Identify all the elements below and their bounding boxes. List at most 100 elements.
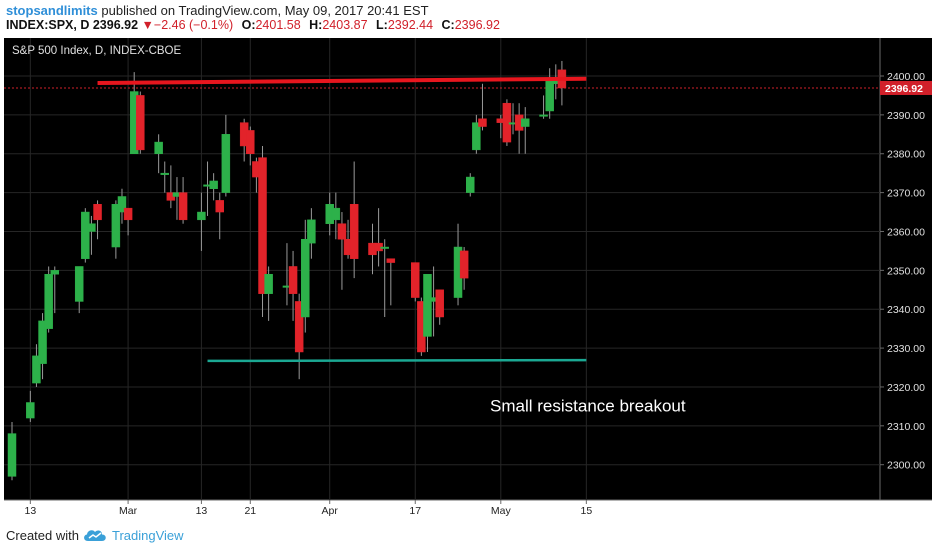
candle-body <box>221 134 231 193</box>
last-price-tag <box>880 80 932 95</box>
candle <box>197 192 206 251</box>
candle <box>117 188 127 224</box>
candle-body <box>26 402 35 419</box>
candle-body <box>246 130 255 154</box>
low-label: L: <box>376 18 388 32</box>
candle <box>423 273 432 352</box>
candle-body <box>209 180 218 189</box>
candle <box>337 212 347 290</box>
candle-body <box>81 211 90 259</box>
candle-body <box>435 289 444 318</box>
candle-body <box>423 273 432 337</box>
candle-body <box>178 192 188 221</box>
x-tick-label: May <box>491 505 512 517</box>
candle <box>32 344 41 387</box>
candle <box>215 192 224 240</box>
x-tick-label: Mar <box>119 505 138 517</box>
candle-body <box>539 114 548 117</box>
candle-body <box>411 262 420 298</box>
annotation-text: Small resistance breakout <box>490 396 686 415</box>
candle <box>411 262 420 302</box>
open-value: 2401.58 <box>255 18 301 32</box>
candle <box>294 293 304 380</box>
candle <box>74 266 84 314</box>
symbol-label: INDEX:SPX, D <box>6 18 90 32</box>
candle <box>136 91 145 154</box>
candle <box>459 247 469 290</box>
candle-body <box>32 355 41 384</box>
x-tick-label: Apr <box>322 505 339 517</box>
candle <box>93 200 102 240</box>
candle <box>154 134 163 174</box>
candle <box>44 266 53 333</box>
candle-body <box>258 157 267 294</box>
candle <box>209 173 218 201</box>
candle-body <box>44 273 53 329</box>
candle-body <box>301 239 310 318</box>
candle-body <box>136 95 145 151</box>
y-tick-label: 2360.00 <box>887 226 925 238</box>
candle <box>539 95 548 119</box>
chart-area[interactable]: 2300.00 2310.00 2320.00 2330.00 2340.00 2350.… <box>0 34 932 520</box>
y-tick-label: 2370.00 <box>887 188 925 200</box>
high-value: 2403.87 <box>322 18 368 32</box>
x-tick-label: 21 <box>244 505 256 517</box>
author-link[interactable]: stopsandlimits <box>6 3 98 18</box>
candle-body <box>154 141 163 154</box>
created-with-label: Created with <box>6 528 79 543</box>
candle-body <box>93 204 102 221</box>
candle <box>301 219 310 333</box>
candle <box>38 313 47 380</box>
tradingview-cloud-icon <box>84 530 106 541</box>
y-tick-label: 2400.00 <box>887 71 925 83</box>
candle <box>7 421 17 481</box>
y-tick-label: 2300.00 <box>887 460 925 472</box>
candle-body <box>74 266 84 302</box>
candle-body <box>545 79 554 112</box>
low-value: 2392.44 <box>387 18 434 32</box>
footer: Created with TradingView <box>0 520 932 550</box>
candle-body <box>215 200 224 213</box>
resistance-line <box>97 76 587 85</box>
symbol-info-line: INDEX:SPX, D 2396.92 ▼−2.46 (−0.1%) O:24… <box>6 18 500 32</box>
candle <box>264 266 273 321</box>
close-value: 2396.92 <box>454 18 500 32</box>
x-tick-label: 13 <box>196 505 208 517</box>
candle-body <box>111 204 121 248</box>
candle <box>26 390 35 422</box>
candle-body <box>459 250 469 279</box>
candle-body <box>478 118 487 127</box>
candle <box>178 177 188 224</box>
candle <box>123 207 133 236</box>
candle <box>349 161 359 279</box>
candle <box>160 161 169 193</box>
down-arrow-icon: ▼ <box>141 18 154 32</box>
tradingview-brand[interactable]: TradingView <box>112 528 184 543</box>
candle-body <box>50 270 60 275</box>
candle-body <box>386 258 396 263</box>
candle-body <box>472 122 481 151</box>
x-tick-label: 13 <box>24 505 36 517</box>
candle <box>380 239 389 317</box>
published-text: published on TradingView.com, May 09, 20… <box>101 3 429 18</box>
candle <box>221 114 231 197</box>
candle <box>111 200 121 259</box>
candle <box>472 114 481 154</box>
publish-info: stopsandlimits published on TradingView.… <box>6 3 429 18</box>
x-tick-label: 17 <box>409 505 421 517</box>
change-value: −2.46 (−0.1%) <box>153 18 234 32</box>
candle <box>50 266 60 314</box>
candle-body <box>7 433 17 477</box>
candle-body <box>264 273 273 294</box>
candle-body <box>307 219 316 244</box>
price-axis-background <box>880 38 932 500</box>
candle-body <box>380 246 389 249</box>
candle <box>331 192 341 240</box>
candle <box>288 250 298 321</box>
candle-body <box>466 176 475 193</box>
open-label: O: <box>241 18 256 32</box>
y-tick-label: 2390.00 <box>887 110 925 122</box>
candle-body <box>288 266 298 294</box>
candle-body <box>117 196 127 213</box>
y-tick-label: 2340.00 <box>887 304 925 316</box>
